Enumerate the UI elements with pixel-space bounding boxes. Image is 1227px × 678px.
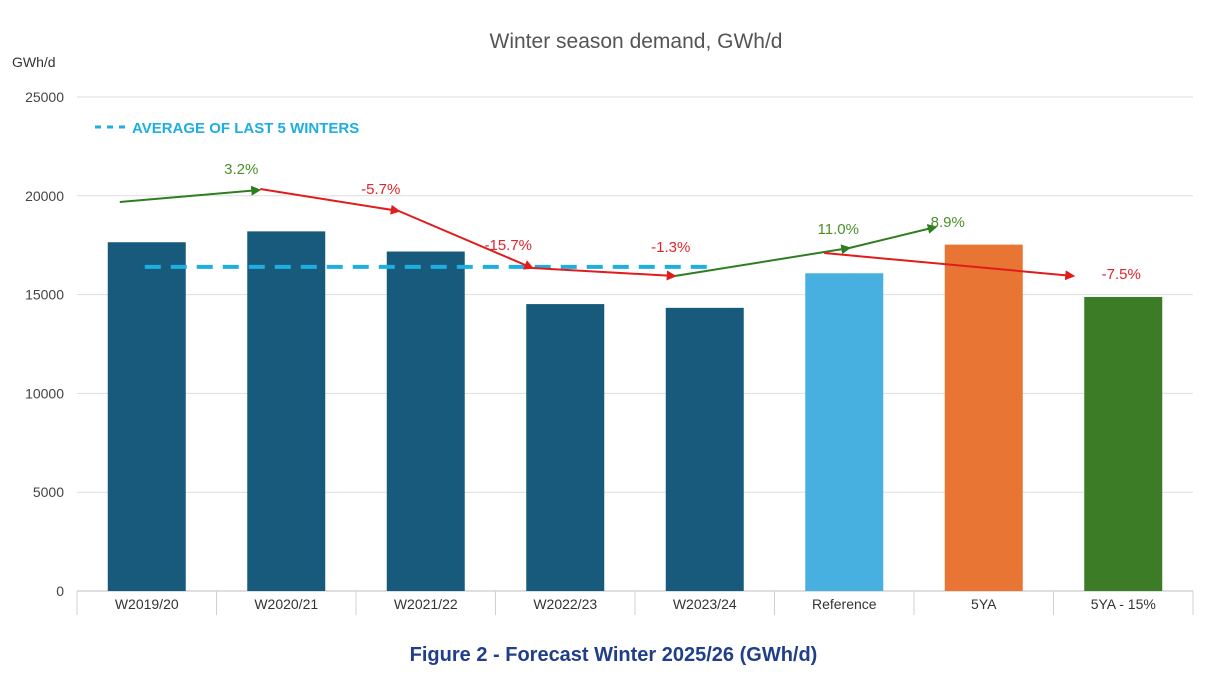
x-tick-label: W2022/23 — [533, 596, 597, 612]
y-tick-label: 0 — [56, 583, 64, 599]
bar — [805, 273, 884, 591]
trend-arrows: 3.2% -5.7% -15.7% -1.3% 11.0% 8.9% -7.5% — [119, 161, 1141, 283]
x-tick-label: W2019/20 — [115, 596, 179, 612]
x-tick-label: W2021/22 — [394, 596, 458, 612]
average-line-group: AVERAGE OF LAST 5 WINTERS — [95, 120, 708, 269]
change-label: 3.2% — [224, 161, 258, 178]
trend-arrow — [398, 210, 535, 270]
y-axis-label: GWh/d — [12, 54, 56, 70]
change-label: -1.3% — [651, 239, 690, 256]
chart-svg: Winter season demand, GWh/d GWh/d 0 5000 1… — [12, 30, 1194, 615]
y-tick-label: 5000 — [33, 484, 64, 500]
change-label: -15.7% — [484, 237, 532, 254]
trend-arrow — [824, 252, 1076, 281]
y-tick-label: 20000 — [25, 188, 64, 204]
trend-arrow — [260, 188, 401, 215]
change-label: -7.5% — [1102, 266, 1141, 283]
trend-arrow — [674, 244, 852, 277]
legend-average-label: AVERAGE OF LAST 5 WINTERS — [132, 120, 359, 137]
y-tick-label: 15000 — [25, 287, 64, 303]
bar — [247, 231, 326, 592]
change-label: 8.9% — [931, 214, 965, 231]
trend-arrow — [849, 224, 938, 249]
x-tick-label: 5YA — [971, 596, 997, 612]
bars — [107, 231, 1163, 592]
x-axis: W2019/20 W2020/21 W2021/22 W2022/23 W2023/24… — [76, 591, 1194, 615]
bar — [107, 242, 186, 591]
trend-arrow — [532, 267, 677, 281]
trend-arrow — [119, 185, 262, 203]
x-tick-label: Reference — [812, 596, 877, 612]
bar — [526, 304, 605, 591]
change-label: 11.0% — [818, 221, 859, 238]
bar — [665, 307, 744, 591]
x-tick-label: 5YA - 15% — [1091, 596, 1156, 612]
x-tick-label: W2020/21 — [254, 596, 318, 612]
change-label: -5.7% — [361, 181, 400, 198]
bar — [386, 251, 465, 591]
chart-title: Winter season demand, GWh/d — [490, 30, 783, 53]
bar — [1084, 296, 1163, 591]
figure-caption: Figure 2 - Forecast Winter 2025/26 (GWh/… — [409, 644, 818, 666]
y-tick-label: 25000 — [25, 89, 64, 105]
y-tick-label: 10000 — [25, 385, 64, 401]
x-tick-label: W2023/24 — [673, 596, 737, 612]
bar — [944, 244, 1023, 592]
